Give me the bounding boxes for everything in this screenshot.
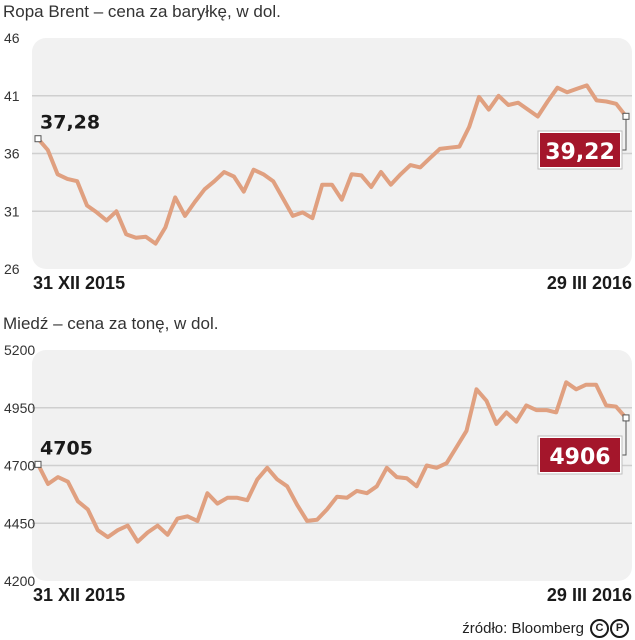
copper-x-start-label: 31 XII 2015 — [33, 585, 125, 605]
copper-ytick-label: 4950 — [4, 400, 35, 416]
copper-ytick-label: 5200 — [4, 342, 35, 358]
brent-end-point — [622, 112, 630, 120]
copper-plot: 5200 4950 4700 4450 4200 4705 4906 31 XII 2015 2… — [4, 342, 632, 605]
cp-logo-letter-c: C — [590, 619, 609, 638]
brent-end-badge — [540, 133, 620, 167]
source-text: źródło: Bloomberg — [462, 620, 584, 637]
copper-ytick-label: 4200 — [4, 573, 35, 589]
brent-x-start-label: 31 XII 2015 — [33, 273, 125, 293]
brent-ytick-label: 41 — [4, 88, 20, 104]
brent-ytick-label: 31 — [4, 203, 20, 219]
brent-chart-title: Ropa Brent – cena za baryłkę, w dol. — [3, 2, 281, 21]
copper-series-line — [36, 380, 628, 544]
copper-ytick-label: 4700 — [4, 458, 35, 474]
brent-plot: 46 41 36 31 26 37,28 39,22 31 XII 2015 29 III 20… — [4, 30, 632, 293]
brent-ytick-label: 36 — [4, 146, 20, 162]
brent-ytick-label: 46 — [4, 30, 20, 46]
brent-end-value-label: 39,22 — [545, 140, 615, 165]
cp-logo-icon: C P — [590, 619, 629, 638]
copper-end-badge — [540, 438, 620, 472]
copper-chart-title: Miedź – cena za tonę, w dol. — [3, 314, 219, 333]
brent-ytick-label: 26 — [4, 261, 20, 277]
brent-x-end-label: 29 III 2016 — [547, 273, 632, 293]
copper-end-point — [622, 414, 630, 422]
copper-start-value-label: 4705 — [40, 437, 93, 459]
brent-start-value-label: 37,28 — [40, 112, 100, 134]
copper-x-end-label: 29 III 2016 — [547, 585, 632, 605]
source-footer: źródło: Bloomberg C P — [462, 619, 629, 638]
copper-ytick-label: 4450 — [4, 515, 35, 531]
copper-end-value-label: 4906 — [549, 445, 610, 470]
cp-logo-letter-p: P — [610, 619, 629, 638]
brent-chart: 46 41 36 31 26 37,28 39,22 31 XII 2015 29 III 20… — [0, 0, 635, 300]
copper-chart: 5200 4950 4700 4450 4200 4705 4906 31 XII 2015 2… — [0, 312, 635, 612]
brent-start-point — [34, 135, 42, 143]
copper-start-point — [34, 460, 42, 468]
brent-series-line — [36, 83, 628, 246]
